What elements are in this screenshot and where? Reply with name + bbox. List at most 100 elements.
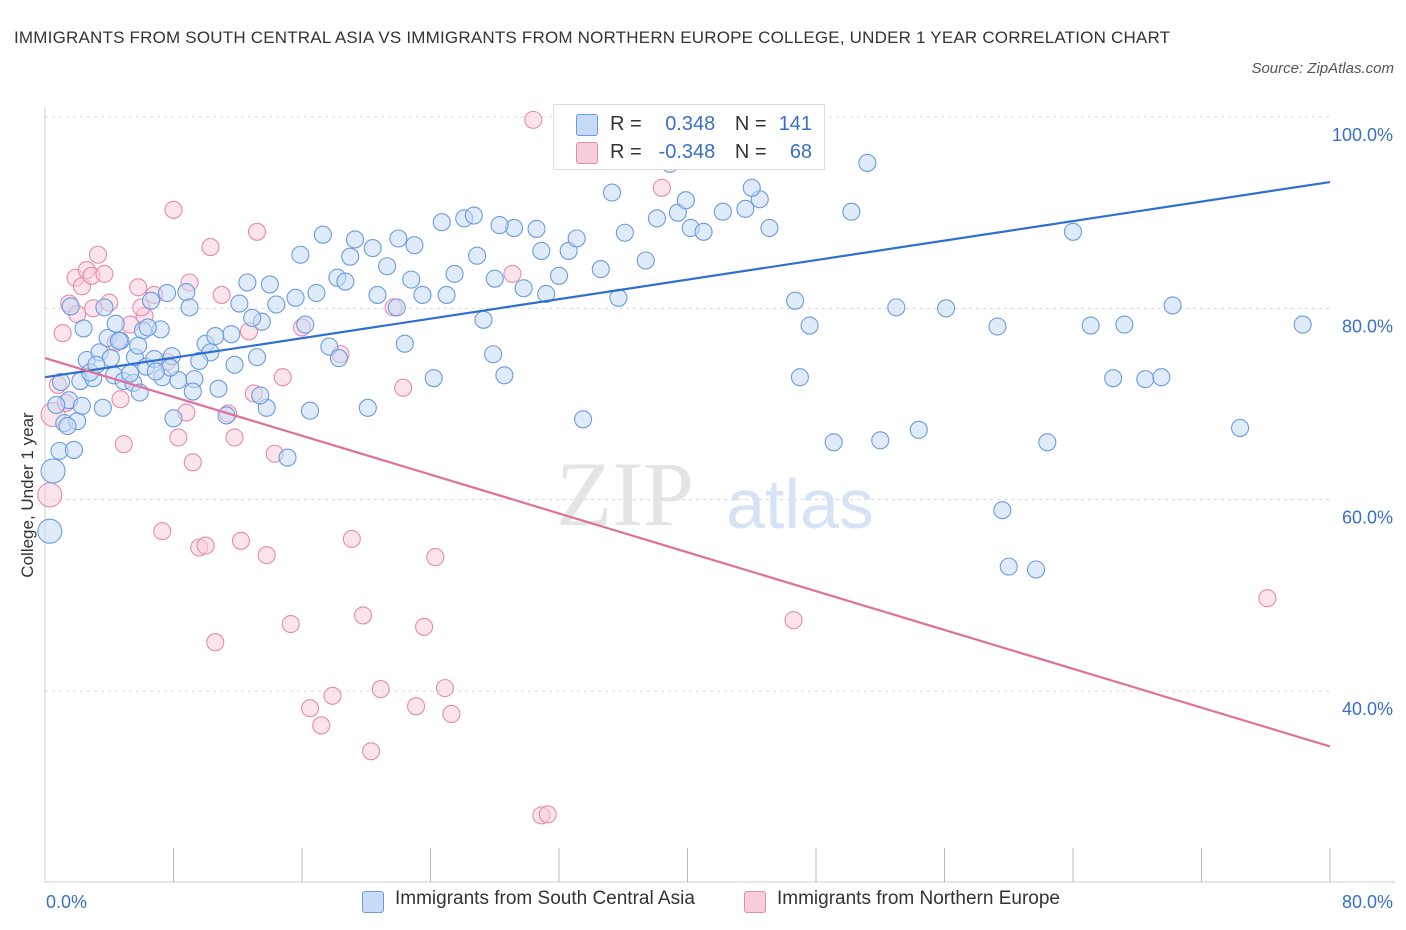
data-point [1038, 433, 1057, 452]
data-point [567, 229, 586, 248]
data-point [247, 348, 267, 367]
data-point [406, 697, 426, 716]
data-point [345, 230, 365, 249]
trend-line [44, 180, 1331, 379]
y-tick-label: 60.0% [1342, 508, 1393, 528]
data-point [437, 285, 456, 304]
chart-title: IMMIGRANTS FROM SOUTH CENTRAL ASIA VS IM… [14, 28, 1171, 47]
data-point [524, 110, 543, 129]
data-point [371, 680, 390, 699]
x-tick-label: 80.0% [1342, 892, 1393, 912]
data-point [402, 270, 421, 289]
data-point [532, 241, 551, 260]
data-point [353, 606, 373, 625]
data-point [53, 324, 72, 343]
data-point [527, 219, 546, 238]
data-point [88, 245, 108, 264]
data-point [495, 366, 514, 385]
data-point [336, 272, 355, 291]
data-point [378, 257, 397, 276]
data-point [313, 225, 332, 244]
data-point [47, 395, 66, 415]
data-point [484, 345, 503, 364]
data-point [201, 238, 220, 257]
data-point [52, 372, 71, 392]
data-point [652, 178, 671, 197]
data-point [426, 548, 445, 567]
n-value: 68 [789, 141, 813, 163]
data-point [225, 428, 244, 447]
data-point [591, 260, 610, 279]
data-point [74, 319, 93, 338]
data-point [503, 264, 522, 283]
data-point [93, 398, 112, 417]
data-point [106, 314, 125, 333]
data-point [206, 327, 225, 346]
data-point [296, 315, 315, 334]
pink-swatch [744, 891, 766, 913]
data-point [1027, 560, 1046, 579]
data-point [602, 183, 622, 202]
data-point [273, 368, 292, 387]
data-point [909, 420, 928, 439]
data-point [784, 611, 803, 630]
data-point [146, 362, 165, 381]
data-point [342, 529, 361, 548]
axes [44, 107, 1395, 883]
data-point [387, 298, 406, 317]
data-point [281, 614, 300, 634]
data-point [395, 334, 414, 353]
data-point [1115, 315, 1134, 334]
data-point [538, 805, 557, 824]
r-label: R = [610, 113, 642, 135]
data-point [291, 245, 310, 264]
data-point [363, 239, 382, 258]
data-point [260, 275, 279, 294]
data-point [251, 386, 270, 405]
data-point [286, 288, 305, 307]
tick-labels: 100.0% 80.0% 60.0% 40.0% 0.0% 80.0% [46, 125, 1393, 912]
data-point [323, 686, 342, 705]
legend-item-south-central-asia: Immigrants from South Central Asia [362, 888, 695, 913]
data-point [209, 379, 228, 398]
data-point [1152, 368, 1171, 387]
data-point [615, 223, 634, 242]
data-point [490, 216, 509, 235]
watermark-zip: ZIP [556, 443, 694, 545]
data-point [790, 368, 809, 387]
data-point [95, 298, 114, 317]
data-point [871, 431, 890, 450]
data-point [786, 291, 805, 310]
data-point [464, 206, 483, 225]
data-point [300, 699, 320, 718]
data-point [1163, 296, 1182, 315]
n-label: N = [734, 113, 767, 135]
data-point [206, 633, 225, 652]
data-point [238, 273, 257, 292]
data-point [636, 251, 655, 270]
data-point [1063, 222, 1083, 241]
data-point [183, 453, 202, 472]
watermark: ZIP atlas [556, 443, 874, 545]
data-point [129, 336, 148, 355]
legend-label: Immigrants from South Central Asia [395, 888, 695, 909]
data-point [37, 518, 63, 544]
data-point [993, 501, 1012, 520]
data-point [549, 266, 569, 285]
data-point [368, 285, 387, 304]
data-point [389, 229, 408, 248]
data-point [415, 617, 434, 636]
trend-line [44, 357, 1331, 748]
data-point [40, 458, 66, 484]
y-tick-label: 80.0% [1342, 316, 1393, 336]
data-point [212, 285, 231, 304]
r-value: -0.348 [658, 141, 716, 163]
data-point [222, 325, 241, 344]
data-point [1081, 316, 1100, 335]
source-credit: Source: ZipAtlas.com [1251, 60, 1394, 77]
data-point [887, 298, 906, 317]
r-value: 0.348 [665, 113, 716, 135]
data-point [180, 298, 199, 317]
data-point [138, 318, 157, 337]
